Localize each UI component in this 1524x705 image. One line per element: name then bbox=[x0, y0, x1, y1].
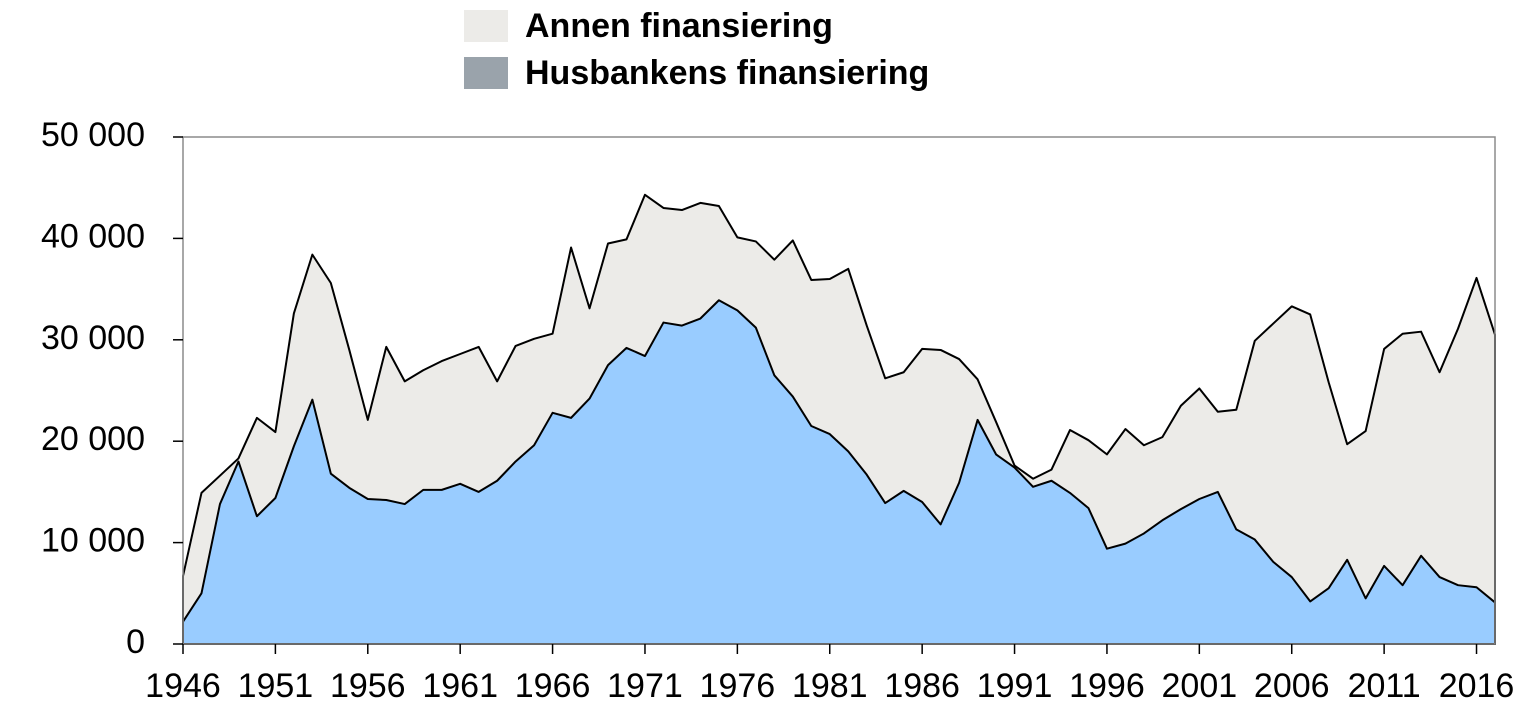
area bbox=[182, 299, 1496, 645]
y-tick-label: 0 bbox=[126, 623, 145, 661]
plot-frame bbox=[182, 136, 1496, 645]
x-tick-label: 1991 bbox=[977, 667, 1053, 705]
x-tick-label: 1951 bbox=[238, 667, 314, 705]
x-tick-label: 1961 bbox=[422, 667, 498, 705]
y-tick-label: 50 000 bbox=[41, 116, 145, 154]
x-tick-label: 2011 bbox=[1348, 667, 1421, 705]
legend-swatch bbox=[464, 57, 508, 89]
legend-label: Husbankens finansiering bbox=[525, 54, 929, 92]
y-tick-label: 40 000 bbox=[41, 217, 145, 255]
legend-swatch bbox=[464, 10, 508, 42]
x-tick-label: 1956 bbox=[330, 667, 406, 705]
y-tick-label: 20 000 bbox=[41, 420, 145, 458]
y-tick-label: 10 000 bbox=[41, 522, 145, 560]
x-tick-label: 1986 bbox=[884, 667, 960, 705]
legend-label: Annen finansiering bbox=[525, 7, 833, 45]
x-tick-label: 1971 bbox=[607, 667, 683, 705]
x-tick-label: 2001 bbox=[1162, 667, 1238, 705]
x-tick-label: 1981 bbox=[792, 667, 868, 705]
x-tick-label: 2006 bbox=[1254, 667, 1330, 705]
x-tick-label: 2016 bbox=[1439, 667, 1515, 705]
y-tick-label: 30 000 bbox=[41, 319, 145, 357]
x-tick-label: 1976 bbox=[700, 667, 776, 705]
x-tick-label: 1966 bbox=[515, 667, 591, 705]
x-tick-label: 1996 bbox=[1069, 667, 1145, 705]
x-tick-label: 1946 bbox=[145, 667, 221, 705]
